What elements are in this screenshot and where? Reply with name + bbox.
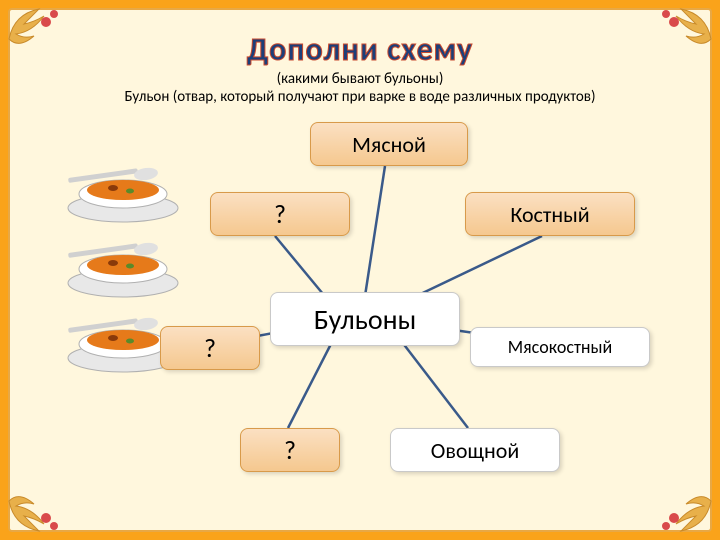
- diagram-node-br: Овощной: [390, 428, 560, 472]
- page-title: Дополни схему: [10, 30, 710, 69]
- diagram-node-bl: ?: [240, 428, 340, 472]
- soup-bowl-icon: [58, 235, 188, 300]
- diagram-node-ml: ?: [160, 326, 260, 370]
- subtitle-line-1: (какими бывают бульоны): [10, 70, 710, 88]
- corner-ornament: [4, 476, 64, 536]
- diagram-node-top: Мясной: [310, 122, 468, 166]
- diagram-node-tl: ?: [210, 192, 350, 236]
- diagram-node-mr: Мясокостный: [470, 327, 650, 367]
- slide-inner: Дополни схему (какими бывают бульоны) Бу…: [8, 8, 712, 532]
- slide-frame: Дополни схему (какими бывают бульоны) Бу…: [0, 0, 720, 540]
- subtitle-line-2: Бульон (отвар, который получают при варк…: [10, 88, 710, 106]
- corner-ornament: [656, 476, 716, 536]
- diagram-node-tr: Костный: [465, 192, 635, 236]
- diagram-center-node: Бульоны: [270, 292, 460, 346]
- soup-bowl-icon: [58, 160, 188, 225]
